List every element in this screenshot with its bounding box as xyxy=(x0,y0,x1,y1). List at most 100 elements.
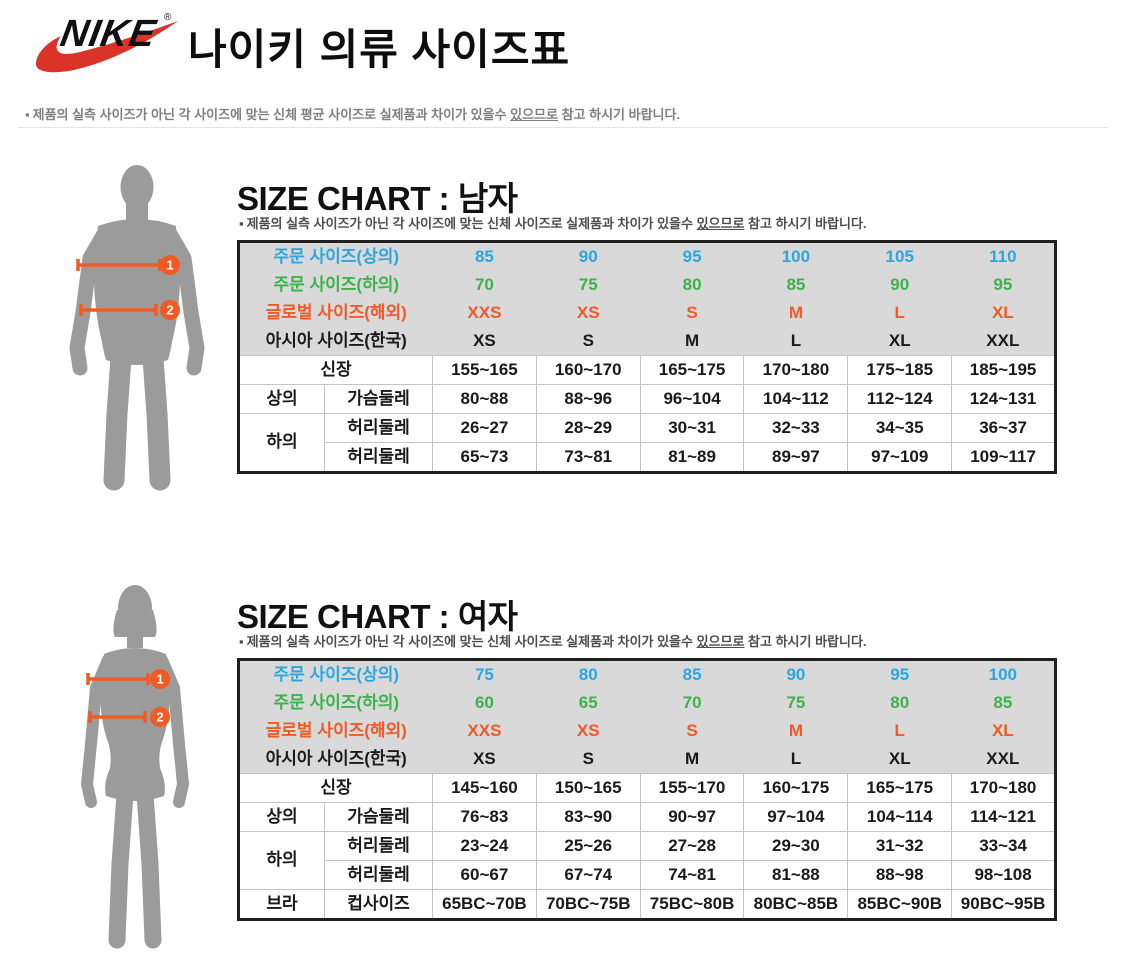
value-cell: 165~175 xyxy=(847,773,953,803)
section-note-women: ▪ 제품의 실측 사이즈가 아닌 각 사이즈에 맞는 신체 사이즈로 실제품과 차… xyxy=(239,631,867,650)
size-cell: XL xyxy=(847,745,952,774)
value-cell: 185~195 xyxy=(951,355,1056,385)
measure-label: 가슴둘레 xyxy=(324,802,433,832)
value-cell: 96~104 xyxy=(639,384,745,414)
value-cell: 36~37 xyxy=(951,413,1056,443)
svg-text:1: 1 xyxy=(156,672,163,687)
note-bullet: ▪ xyxy=(25,107,30,122)
size-cell: 75 xyxy=(536,271,641,299)
value-cell: 98~108 xyxy=(951,860,1056,890)
table-header-row: 주문 사이즈(상의) 75 80 85 90 95 100 xyxy=(238,659,1056,689)
value-cell: 150~165 xyxy=(535,773,641,803)
value-cell: 80BC~85B xyxy=(743,889,849,920)
divider xyxy=(18,127,1108,128)
value-cell: 75BC~80B xyxy=(639,889,745,920)
row-label: 신장 xyxy=(238,773,433,803)
size-cell: 60 xyxy=(432,689,537,717)
value-cell: 160~170 xyxy=(535,355,641,385)
value-cell: 65~73 xyxy=(432,442,537,473)
measure-label: 허리둘레 xyxy=(324,442,433,473)
group-label: 하의 xyxy=(238,831,325,890)
nike-logo-icon: NIKE ® xyxy=(36,12,178,73)
section-note-text: 제품의 실측 사이즈가 아닌 각 사이즈에 맞는 신체 사이즈로 실제품과 차이… xyxy=(246,216,697,231)
value-cell: 76~83 xyxy=(432,802,537,832)
table-row: 신장 155~165 160~170 165~175 170~180 175~185 185… xyxy=(238,355,1056,385)
table-row: 허리둘레 65~73 73~81 81~89 89~97 97~109 109~117 xyxy=(239,442,1056,473)
nike-swoosh-icon xyxy=(36,21,178,73)
value-cell: 114~121 xyxy=(951,802,1056,832)
svg-text:2: 2 xyxy=(156,710,163,725)
measure-label: 컵사이즈 xyxy=(324,889,433,920)
size-cell: XS xyxy=(536,299,641,327)
row-label: 신장 xyxy=(238,355,433,385)
size-table-men: 주문 사이즈(상의) 85 90 95 100 105 110 주문 사이즈(하의) 70 75 8… xyxy=(237,240,1057,474)
section-note-tail: 참고 하시기 바랍니다. xyxy=(744,216,867,231)
value-cell: 89~97 xyxy=(743,442,849,473)
row-label: 주문 사이즈(상의) xyxy=(238,659,433,689)
value-cell: 85BC~90B xyxy=(847,889,953,920)
size-cell: 100 xyxy=(951,659,1056,689)
size-cell: XS xyxy=(536,717,641,745)
value-cell: 88~98 xyxy=(847,860,953,890)
value-cell: 81~89 xyxy=(639,442,745,473)
value-cell: 155~165 xyxy=(432,355,537,385)
table-row: 상의 가슴둘레 76~83 83~90 90~97 97~104 104~114 114~12… xyxy=(238,802,1056,832)
size-cell: S xyxy=(640,299,744,327)
female-figure: 1 2 xyxy=(50,582,220,957)
row-label: 글로벌 사이즈(해외) xyxy=(238,717,433,745)
size-cell: 70 xyxy=(432,271,537,299)
table-header-row: 글로벌 사이즈(해외) XXS XS S M L XL xyxy=(238,717,1056,745)
size-cell: S xyxy=(536,745,641,774)
size-cell: XXL xyxy=(951,745,1056,774)
size-cell: 80 xyxy=(847,689,952,717)
table-header-row: 아시아 사이즈(한국) XS S M L XL XXL xyxy=(238,327,1056,356)
table-header-row: 주문 사이즈(상의) 85 90 95 100 105 110 xyxy=(238,241,1056,271)
value-cell: 29~30 xyxy=(743,831,849,861)
size-cell: 100 xyxy=(743,241,848,271)
section-note-underlined: 있으므로 xyxy=(696,634,745,649)
size-cell: 95 xyxy=(951,271,1056,299)
value-cell: 97~104 xyxy=(743,802,849,832)
size-cell: 80 xyxy=(640,271,744,299)
value-cell: 90~97 xyxy=(639,802,745,832)
table-header-row: 아시아 사이즈(한국) XS S M L XL XXL xyxy=(238,745,1056,774)
size-cell: 70 xyxy=(640,689,744,717)
size-cell: 75 xyxy=(432,659,537,689)
table-header-row: 주문 사이즈(하의) 70 75 80 85 90 95 xyxy=(238,271,1056,299)
top-note: ▪ 제품의 실측 사이즈가 아닌 각 사이즈에 맞는 신체 평균 사이즈로 실제품… xyxy=(25,104,680,123)
measure-label: 허리둘레 xyxy=(324,860,433,890)
size-cell: 80 xyxy=(536,659,641,689)
value-cell: 160~175 xyxy=(743,773,849,803)
size-cell: 90 xyxy=(536,241,641,271)
value-cell: 26~27 xyxy=(432,413,537,443)
section-note-tail: 참고 하시기 바랍니다. xyxy=(744,634,867,649)
table-row: 허리둘레 60~67 67~74 74~81 81~88 88~98 98~108 xyxy=(239,860,1056,890)
page-title: 나이키 의류 사이즈표 xyxy=(188,26,571,73)
nike-logo: NIKE ® xyxy=(30,6,182,82)
value-cell: 124~131 xyxy=(951,384,1056,414)
value-cell: 81~88 xyxy=(743,860,849,890)
section-note-text: 제품의 실측 사이즈가 아닌 각 사이즈에 맞는 신체 사이즈로 실제품과 차이… xyxy=(246,634,697,649)
measurement-marker-2: 2 xyxy=(160,300,180,320)
group-label: 하의 xyxy=(238,413,325,473)
size-cell: 90 xyxy=(847,271,952,299)
size-cell: 85 xyxy=(951,689,1056,717)
top-note-tail: 참고 하시기 바랍니다. xyxy=(557,107,681,122)
row-label: 아시아 사이즈(한국) xyxy=(238,327,433,356)
value-cell: 33~34 xyxy=(951,831,1056,861)
value-cell: 70BC~75B xyxy=(535,889,641,920)
value-cell: 104~114 xyxy=(847,802,953,832)
size-cell: 95 xyxy=(640,241,744,271)
value-cell: 65BC~70B xyxy=(432,889,537,920)
size-cell: L xyxy=(743,745,848,774)
measure-label: 허리둘레 xyxy=(324,831,433,861)
measurement-marker-1: 1 xyxy=(150,669,170,689)
value-cell: 170~180 xyxy=(951,773,1056,803)
value-cell: 60~67 xyxy=(432,860,537,890)
section-note-men: ▪ 제품의 실측 사이즈가 아닌 각 사이즈에 맞는 신체 사이즈로 실제품과 차… xyxy=(239,213,867,232)
size-cell: 75 xyxy=(743,689,848,717)
size-cell: XXS xyxy=(432,299,537,327)
value-cell: 104~112 xyxy=(743,384,849,414)
svg-text:2: 2 xyxy=(166,303,173,318)
group-label: 브라 xyxy=(238,889,325,920)
